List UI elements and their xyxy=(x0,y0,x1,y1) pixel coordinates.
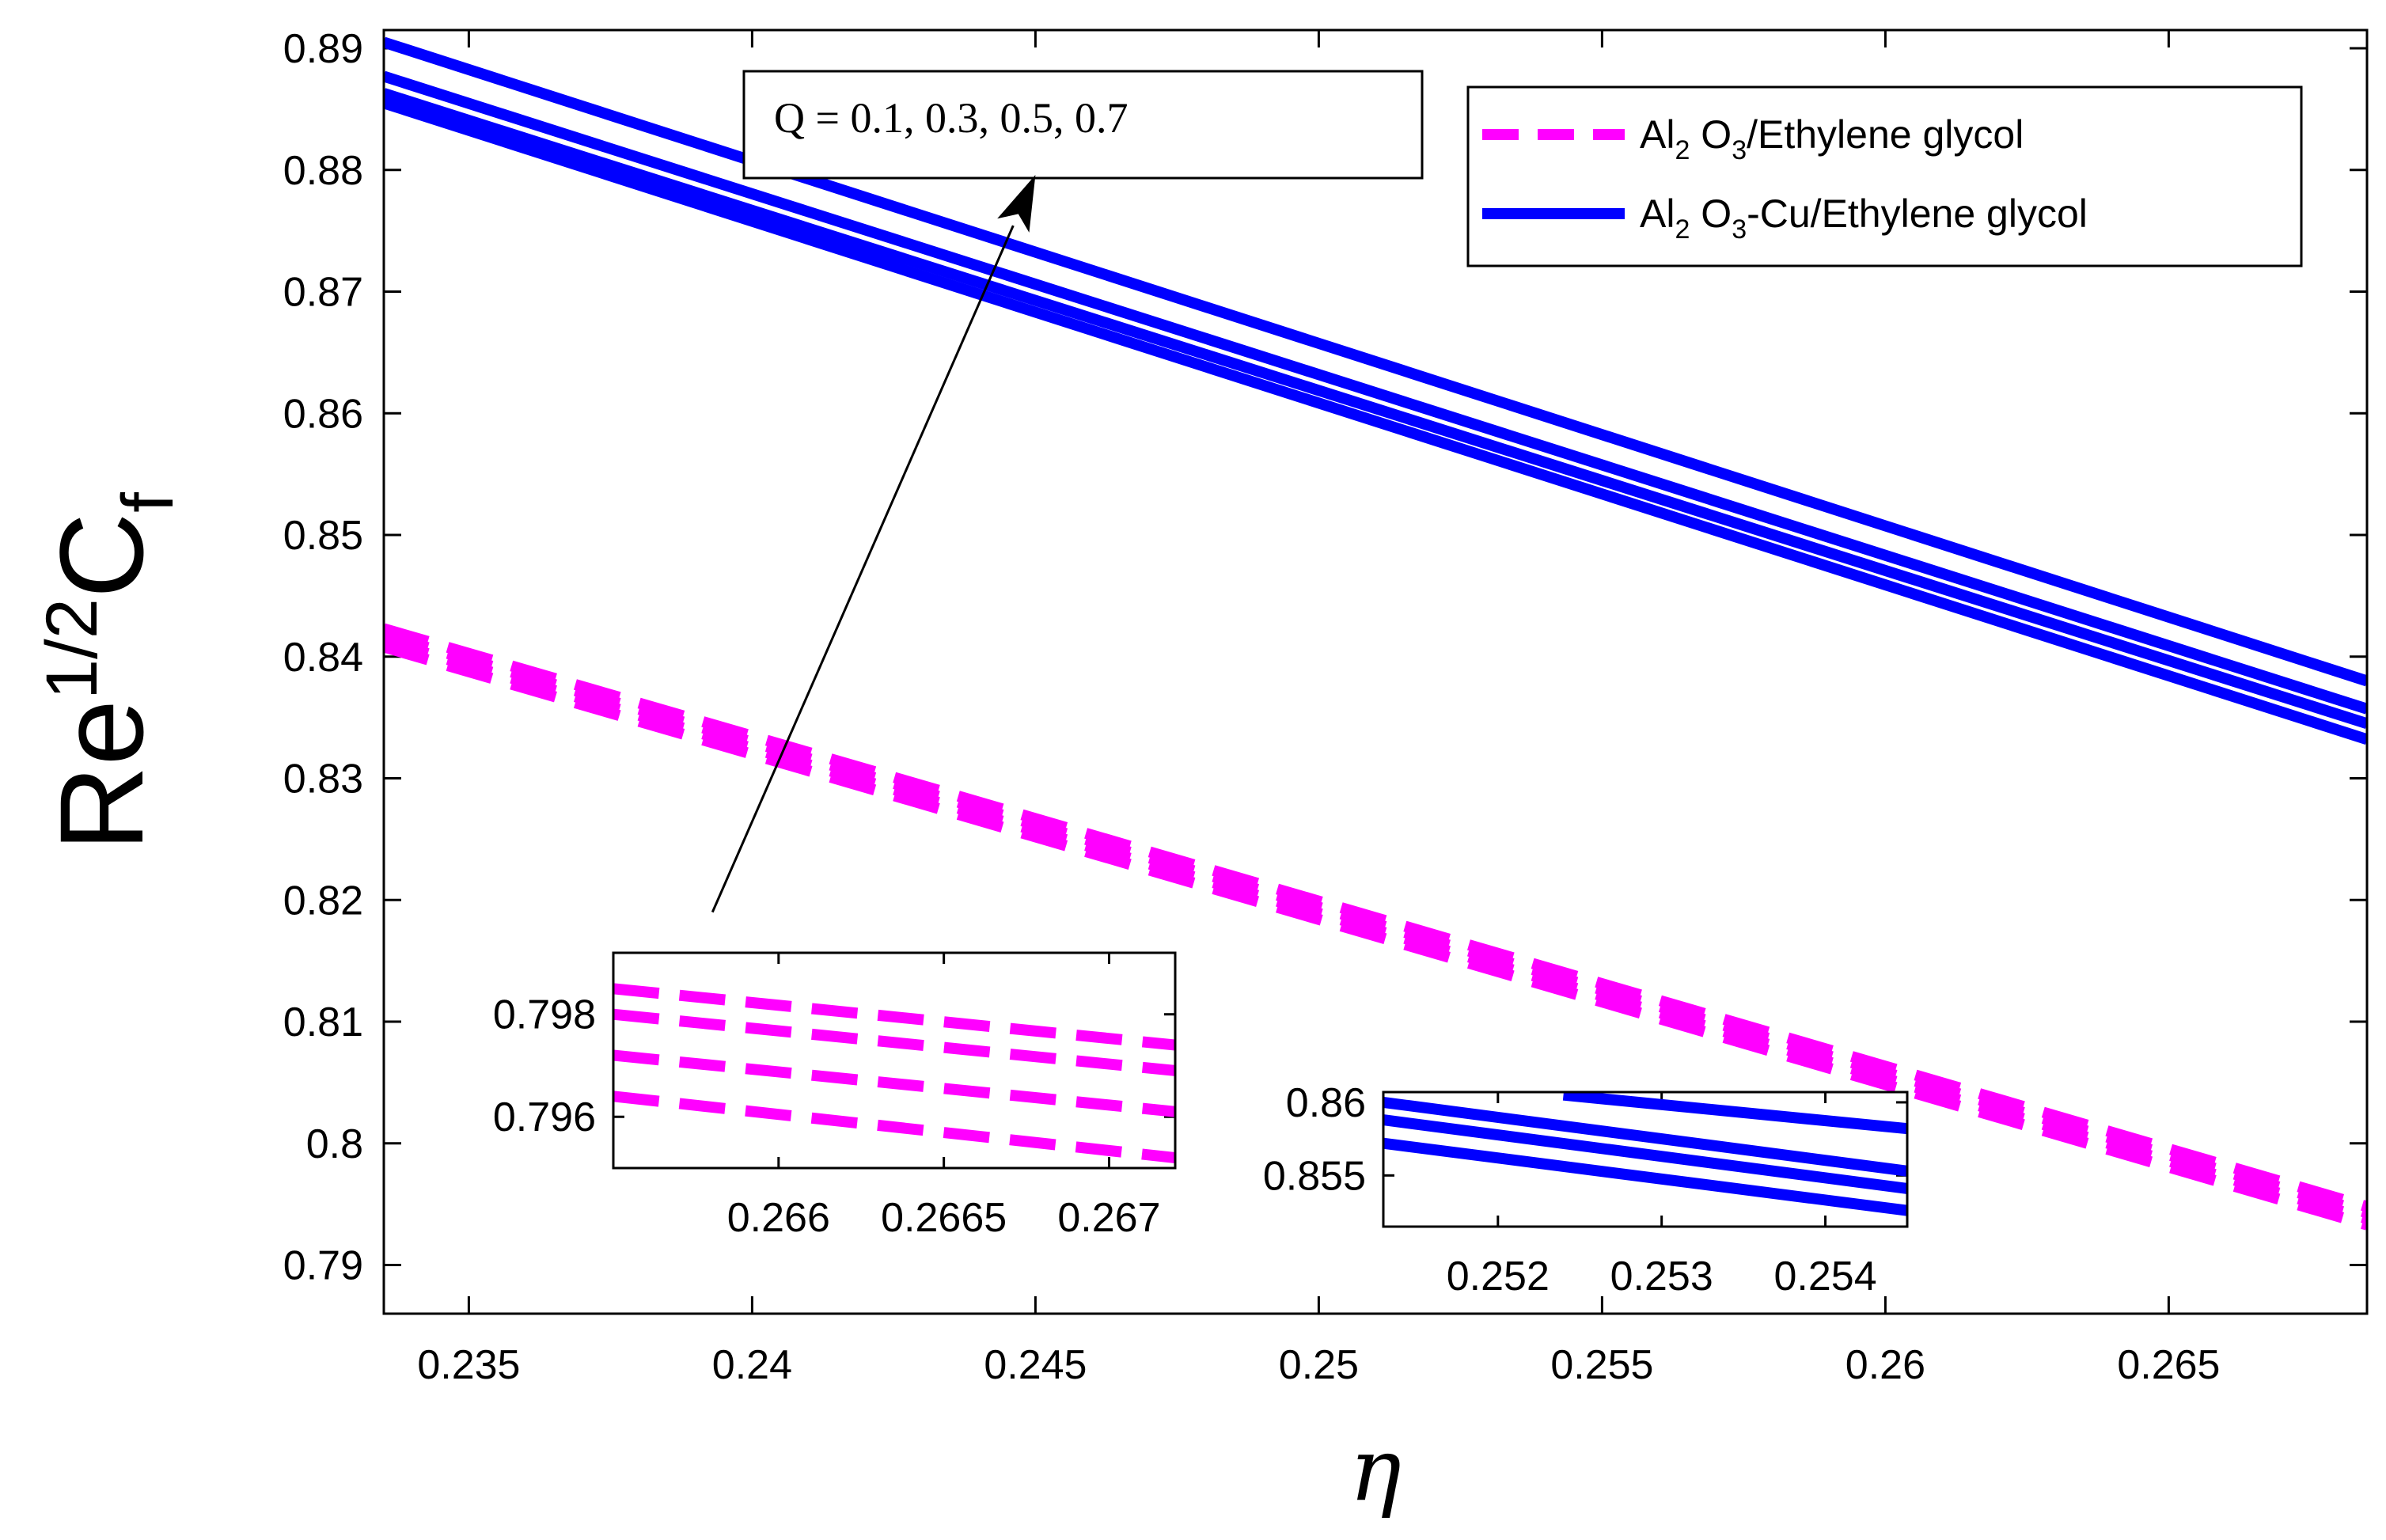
main-y-tick-label: 0.82 xyxy=(283,878,363,924)
main-x-tick-label: 0.25 xyxy=(1279,1342,1359,1388)
main-x-tick-label: 0.24 xyxy=(712,1342,792,1388)
inset-blue-y-tick-label: 0.86 xyxy=(1286,1080,1366,1126)
annotation-text: Q = 0.1, 0.3, 0.5, 0.7 xyxy=(774,94,1128,142)
legend-label-al2o3: Al2 O3/Ethylene glycol xyxy=(1640,112,2024,165)
inset-blue-series-line xyxy=(1383,1114,1907,1194)
main-y-tick-label: 0.8 xyxy=(306,1121,363,1167)
inset-blue-series-line xyxy=(1562,1092,1907,1135)
main-series xyxy=(384,36,2367,1231)
main-y-tick-label: 0.83 xyxy=(283,757,363,802)
inset-blue-frame xyxy=(1382,1091,1909,1228)
legend: Al2 O3/Ethylene glycol Al2 O3-Cu/Ethylen… xyxy=(1466,85,2303,267)
legend-label-al2o3-cu: Al2 O3-Cu/Ethylene glycol xyxy=(1640,192,2088,245)
inset-blue-x-tick-label: 0.252 xyxy=(1447,1254,1550,1299)
inset-blue-axes: 0.252 0.253 0.254 0.855 0.86 xyxy=(1263,1080,1909,1299)
inset-magenta-x-tick-label: 0.266 xyxy=(727,1195,830,1241)
inset-magenta-x-tick-label: 0.267 xyxy=(1057,1195,1160,1241)
main-y-tick-label: 0.81 xyxy=(283,999,363,1045)
inset-magenta-axes: 0.266 0.2665 0.267 0.796 0.798 xyxy=(493,951,1177,1241)
inset-blue-series xyxy=(1383,1092,1907,1216)
main-series-line xyxy=(384,88,2367,730)
main-plot-frame xyxy=(382,28,2369,1315)
inset-magenta-series-line xyxy=(613,983,1175,1051)
main-series-line xyxy=(384,36,2367,687)
inset-magenta-series-line xyxy=(613,1049,1175,1117)
inset-magenta-frame xyxy=(612,951,1177,1170)
main-series-line xyxy=(384,623,2367,1212)
inset-magenta-x-tick-label: 0.2665 xyxy=(881,1195,1007,1241)
y-label-base: Re xyxy=(35,700,168,852)
main-y-tick-label: 0.84 xyxy=(283,635,363,681)
annotation-arrow-head xyxy=(997,174,1036,233)
main-tick-labels: 0.235 0.24 0.245 0.25 0.255 0.26 0.265 0.79 0.8 0… xyxy=(283,26,2221,1388)
main-plot-axes: 0.235 0.24 0.245 0.25 0.255 0.26 0.265 0.79 0.8 0… xyxy=(283,26,2369,1388)
main-series-line xyxy=(384,641,2367,1231)
y-axis-label: Re1/2Cf xyxy=(32,492,188,852)
main-series-line xyxy=(384,70,2367,715)
main-y-tick-label: 0.85 xyxy=(283,513,363,559)
main-y-tick-label: 0.88 xyxy=(283,148,363,194)
main-series-line xyxy=(384,629,2367,1219)
inset-magenta-y-tick-label: 0.796 xyxy=(493,1094,596,1140)
inset-blue-y-tick-label: 0.855 xyxy=(1263,1153,1366,1199)
y-label-subscript: f xyxy=(108,492,188,513)
main-x-tick-label: 0.245 xyxy=(984,1342,1087,1388)
inset-blue-tick-labels: 0.252 0.253 0.254 0.855 0.86 xyxy=(1263,1080,1877,1299)
annotation-arrow-line xyxy=(711,225,1015,913)
inset-blue-x-tick-label: 0.253 xyxy=(1610,1254,1713,1299)
legend-box xyxy=(1466,85,2303,267)
main-y-tick-label: 0.86 xyxy=(283,391,363,437)
inset-blue-series-line xyxy=(1383,1096,1907,1177)
q-annotation: Q = 0.1, 0.3, 0.5, 0.7 xyxy=(711,70,1424,913)
main-x-tick-label: 0.26 xyxy=(1845,1342,1925,1388)
inset-blue-series-line xyxy=(1383,1137,1907,1216)
inset-magenta-series-line xyxy=(613,1008,1175,1076)
main-y-tick-label: 0.87 xyxy=(283,270,363,316)
main-series-line xyxy=(384,97,2367,745)
main-x-tick-label: 0.255 xyxy=(1550,1342,1653,1388)
inset-magenta-series xyxy=(613,983,1175,1164)
main-x-tick-label: 0.235 xyxy=(417,1342,520,1388)
main-x-tick-label: 0.265 xyxy=(2117,1342,2220,1388)
x-axis-label: η xyxy=(1349,1419,1402,1520)
inset-magenta-y-tick-label: 0.798 xyxy=(493,992,596,1038)
inset-magenta-tick-labels: 0.266 0.2665 0.267 0.796 0.798 xyxy=(493,992,1161,1241)
y-label-superscript: 1/2 xyxy=(32,598,112,700)
inset-magenta-series-line xyxy=(613,1091,1175,1164)
main-y-tick-label: 0.89 xyxy=(283,26,363,72)
y-label-symbol: C xyxy=(35,513,168,598)
main-y-tick-label: 0.79 xyxy=(283,1243,363,1289)
main-series-line xyxy=(384,635,2367,1224)
inset-blue-x-tick-label: 0.254 xyxy=(1773,1254,1876,1299)
annotation-box xyxy=(742,70,1424,180)
